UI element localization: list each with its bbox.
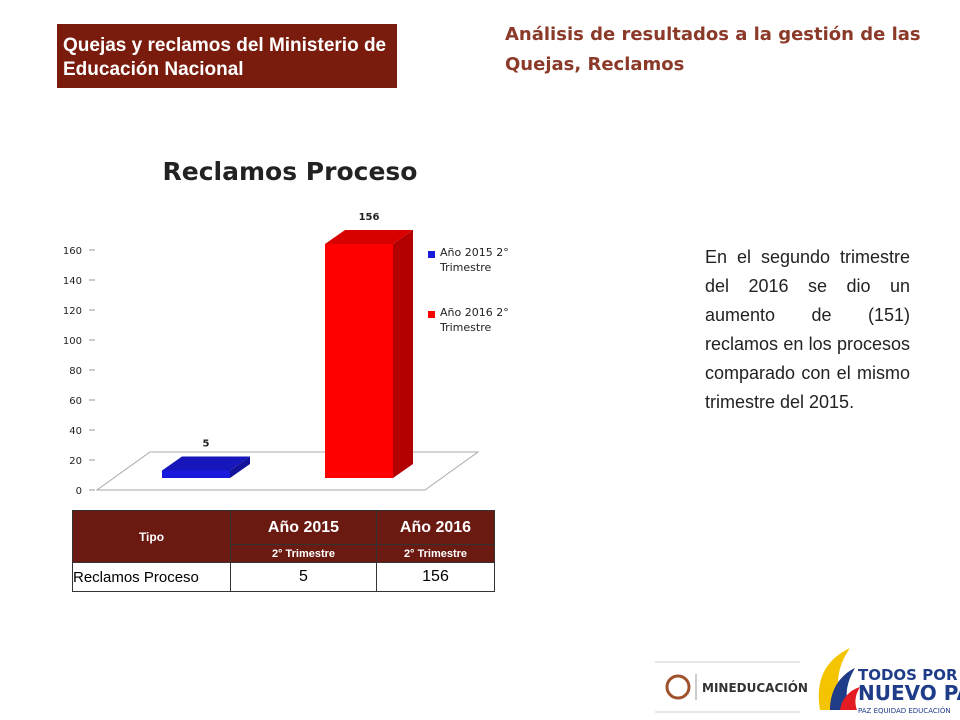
cell: 5 bbox=[230, 562, 377, 592]
slide-title: Análisis de resultados a la gestión de l… bbox=[505, 24, 921, 75]
y-tick-label: 140 bbox=[63, 276, 82, 287]
logo-shape bbox=[818, 648, 850, 710]
subheader-cell: 2° Trimestre bbox=[230, 544, 377, 563]
logo-text: MINEDUCACIÓN bbox=[702, 680, 808, 695]
legend-swatch bbox=[428, 251, 435, 258]
legend-label: Año 2016 2° Trimestre bbox=[440, 306, 509, 334]
bar-front bbox=[325, 244, 393, 478]
bar-side bbox=[230, 456, 250, 478]
header-cell: Año 2016 bbox=[376, 510, 495, 545]
paragraph: En el segundo trimestre del 2016 se dio … bbox=[705, 247, 910, 412]
bar-top bbox=[325, 230, 413, 244]
logo-shape bbox=[840, 687, 860, 710]
bar bbox=[162, 456, 250, 478]
emblem bbox=[665, 674, 691, 700]
logo-text: NUEVO PAÍS bbox=[858, 681, 960, 705]
y-tick-label: 160 bbox=[63, 246, 82, 257]
y-tick-label: 80 bbox=[69, 366, 82, 377]
bar-front bbox=[162, 470, 230, 478]
y-tick-label: 20 bbox=[69, 456, 82, 467]
floor bbox=[95, 451, 480, 491]
cell: 156 bbox=[376, 562, 495, 592]
subheader-cell: 2° Trimestre bbox=[376, 544, 495, 563]
y-tick-label: 40 bbox=[69, 426, 82, 437]
data-table: Tipo Año 2015 Año 2016 2° Trimestre 2° T… bbox=[72, 510, 495, 592]
bar-top bbox=[162, 456, 250, 471]
logos: MINEDUCACIÓN TODOS POR UN NUEVO PAÍS PAZ… bbox=[655, 648, 960, 715]
header-cell: Tipo bbox=[72, 510, 231, 563]
logo-text: PAZ EQUIDAD EDUCACIÓN bbox=[858, 706, 951, 715]
chart: Reclamos Proceso 0 20 40 60 80 100 120 140 160 5 1… bbox=[63, 157, 480, 497]
y-tick-label: 120 bbox=[63, 306, 82, 317]
chart-title: Reclamos Proceso bbox=[163, 157, 418, 186]
header-box: Quejas y reclamos del Ministerio de Educ… bbox=[57, 24, 397, 88]
y-tick-label: 100 bbox=[63, 336, 82, 347]
data-label: 5 bbox=[203, 439, 210, 450]
logo-shape bbox=[830, 668, 855, 710]
bar bbox=[325, 230, 413, 478]
y-tick-label: 0 bbox=[76, 486, 82, 497]
cell: Reclamos Proceso bbox=[72, 562, 231, 592]
legend-label: Año 2015 2° Trimestre bbox=[440, 246, 509, 274]
legend-swatch bbox=[428, 311, 435, 318]
data-label: 156 bbox=[359, 212, 380, 223]
y-tick-label: 60 bbox=[69, 396, 82, 407]
header-cell: Año 2015 bbox=[230, 510, 377, 545]
logo-text: TODOS POR UN bbox=[858, 666, 960, 684]
bar-side bbox=[393, 230, 413, 478]
